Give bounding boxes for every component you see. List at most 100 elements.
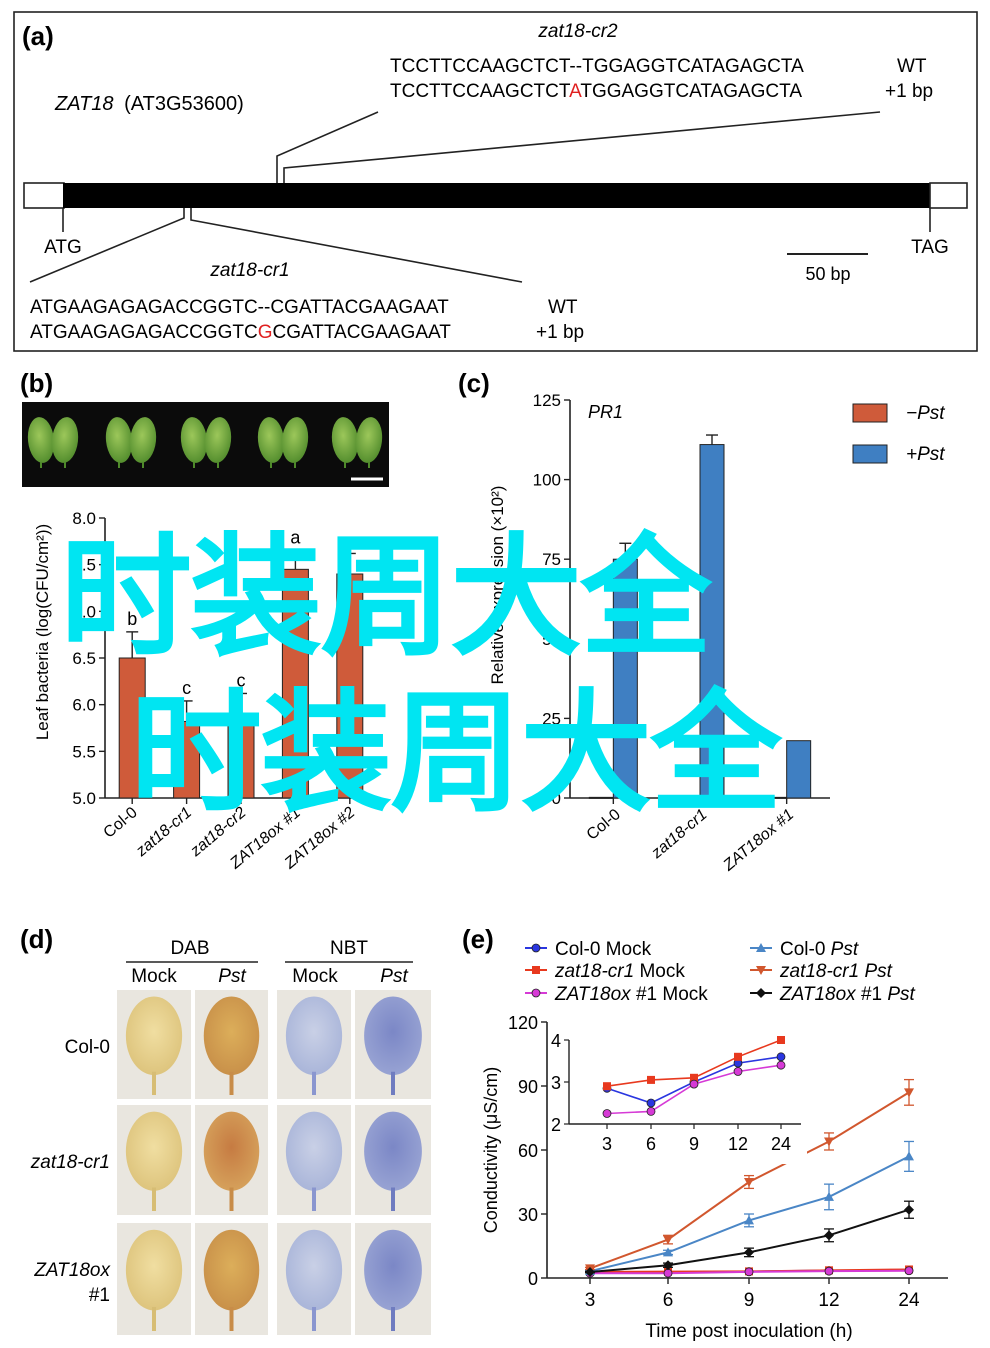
- e-point-zat18ox-1-mock: [824, 1266, 834, 1276]
- cr2-connector-left: [276, 111, 379, 183]
- e-legend-word: Mock: [657, 984, 708, 1005]
- c-bar-zat18ox-1-0: [762, 796, 788, 799]
- stained-leaf: [285, 996, 343, 1076]
- e-legend-word: Mock: [600, 939, 651, 960]
- cr2-insertion: A: [569, 81, 582, 102]
- b-y-tick-label: 7.0: [72, 602, 96, 621]
- inset-background: [563, 1032, 807, 1164]
- cr1-wt-seq: ATGAAGAGAGACCGGTC--CGATTACGAAGAAT: [30, 297, 449, 318]
- c-y-tick-label: 25: [542, 709, 561, 728]
- scale-bar-label: 50 bp: [805, 264, 850, 284]
- e-legend-marker-zat18-cr1-pst: [756, 966, 766, 975]
- e-legend-word: ZAT18ox: [779, 984, 857, 1005]
- e-legend-word: zat18-cr1: [554, 961, 634, 982]
- panel-b-chart: 5.05.56.06.57.07.58.0bCol-0czat18-cr1cza…: [72, 509, 377, 873]
- cr2-wt-tag: WT: [897, 56, 927, 77]
- group-nbt: NBT: [330, 938, 368, 959]
- gene-utr-right: [929, 182, 968, 209]
- b-sig-letter: a: [345, 530, 356, 550]
- inset-x-tick-label: 9: [689, 1134, 699, 1154]
- e-point-zat18ox-1-pst: [663, 1260, 673, 1271]
- stained-leaf: [125, 1229, 183, 1311]
- legend-label-minus-pst: −Pst: [906, 403, 945, 424]
- b-bar-zat18ox-2: [336, 573, 364, 799]
- inset-point-zat18-cr1-mock: [603, 1082, 611, 1091]
- e-legend-label-zat18-cr1-pst: zat18-cr1 Pst: [779, 961, 893, 982]
- e-y-tick-label: 90: [518, 1077, 538, 1097]
- leaf-stain-grid: [117, 990, 431, 1335]
- e-legend-label-col-0-pst: Col-0 Pst: [780, 939, 859, 960]
- panel-a-frame: [13, 11, 978, 352]
- inset-y-tick-label: 3: [551, 1073, 561, 1093]
- b-bar-zat18-cr1: [173, 720, 201, 799]
- cr1-wt-tag: WT: [548, 297, 578, 318]
- leaf-4-1: [257, 417, 285, 463]
- panel-b: (b) 5.0 5.5 6.0 6.5 7.0 7.5 8.0 b Col-0 c zat18-cr…: [20, 368, 389, 873]
- e-legend-label-col-0-mock: Col-0 Mock: [555, 939, 652, 960]
- cr2-mut-tag: +1 bp: [885, 81, 933, 102]
- panel-d: (d) DAB NBT Mock Pst Mock Pst Col-0 zat1…: [20, 924, 431, 1335]
- legend-swatch-minus-pst: [852, 403, 888, 423]
- inset-y-tick-label: 2: [551, 1115, 561, 1135]
- cr1-connector-left: [29, 208, 185, 283]
- panel-b-ylabel: Leaf bacteria (log(CFU/cm²)): [33, 524, 52, 740]
- e-legend-word: Mock: [634, 961, 685, 982]
- row-label-zat18ox: ZAT18ox: [33, 1260, 111, 1281]
- e-legend-marker-col-0-mock: [531, 943, 541, 953]
- stained-leaf: [364, 1111, 422, 1191]
- e-point-col-0-pst: [904, 1151, 914, 1161]
- panel-d-label: (d): [20, 924, 53, 954]
- c-bar-col-0-1: [612, 558, 638, 799]
- b-sig-letter: a: [290, 528, 301, 548]
- cr1-title: zat18-cr1: [209, 260, 289, 281]
- gene-cds: [63, 183, 930, 208]
- e-legend-word: Pst: [882, 984, 915, 1005]
- leaf-1-2: [51, 417, 79, 463]
- e-legend-label-zat18-cr1-mock: zat18-cr1 Mock: [554, 961, 685, 982]
- stained-leaf: [203, 996, 260, 1076]
- panel-c-chart: 0 25 50 75 100 125 Col-0 zat18-cr1 ZAT18ox #1: [533, 391, 830, 875]
- inset-point-zat18ox-1-mock: [602, 1109, 612, 1118]
- e-point-col-0-pst: [824, 1191, 834, 1201]
- b-bar-zat18ox-1: [281, 568, 309, 799]
- leaf-photo-leaves: [27, 417, 383, 468]
- e-point-zat18-cr1-pst: [904, 1088, 914, 1098]
- leaf-3-2: [204, 417, 232, 463]
- cr1-insertion: G: [258, 322, 273, 343]
- b-x-tick-label: Col-0: [101, 804, 141, 842]
- inset-point-zat18-cr1-mock: [734, 1052, 742, 1061]
- inset-point-zat18ox-1-mock: [646, 1107, 656, 1116]
- c-bar-zat18-cr1-1: [699, 444, 725, 799]
- e-x-tick-label: 3: [585, 1290, 596, 1311]
- cr2-mut-seq: TCCTTCCAAGCTCTATGGAGGTCATAGAGCTA: [390, 81, 802, 102]
- e-x-tick-label: 12: [818, 1290, 839, 1311]
- leaf-2-2: [129, 417, 157, 463]
- e-y-tick-label: 120: [508, 1013, 538, 1033]
- inset-x-tick-label: 24: [771, 1134, 791, 1154]
- inset-x-tick-label: 12: [728, 1134, 748, 1154]
- e-legend-marker-zat18ox-1-mock: [531, 988, 541, 998]
- b-y-tick-label: 7.5: [72, 556, 96, 575]
- cr2-title: zat18-cr2: [537, 21, 618, 42]
- stained-leaf: [364, 996, 422, 1076]
- e-legend-label-zat18ox-1-mock: ZAT18ox #1 Mock: [554, 984, 708, 1005]
- inset-point-zat18ox-1-mock: [776, 1060, 786, 1070]
- c-x-tick-label: ZAT18ox #1: [720, 806, 798, 875]
- b-x-tick-label: zat18-cr1: [132, 804, 195, 861]
- col-header-nbt-pst: Pst: [380, 966, 408, 987]
- panel-a: (a) ZAT18 (AT3G53600) zat18-cr2 TCCTTCCA…: [13, 11, 978, 352]
- c-y-tick-label: 75: [542, 550, 561, 569]
- e-x-tick-label: 9: [744, 1290, 755, 1311]
- gene-name: ZAT18 (AT3G53600): [54, 93, 244, 115]
- panel-b-label: (b): [20, 368, 53, 398]
- b-y-tick-label: 6.0: [72, 696, 96, 715]
- b-y-tick-label: 8.0: [72, 509, 96, 528]
- gene-utr-left: [23, 182, 65, 209]
- e-y-tick-label: 0: [528, 1269, 538, 1289]
- c-y-tick-label: 100: [533, 471, 561, 490]
- c-x-tick-label: Col-0: [584, 806, 624, 844]
- e-legend-marker-col-0-pst: [756, 943, 766, 952]
